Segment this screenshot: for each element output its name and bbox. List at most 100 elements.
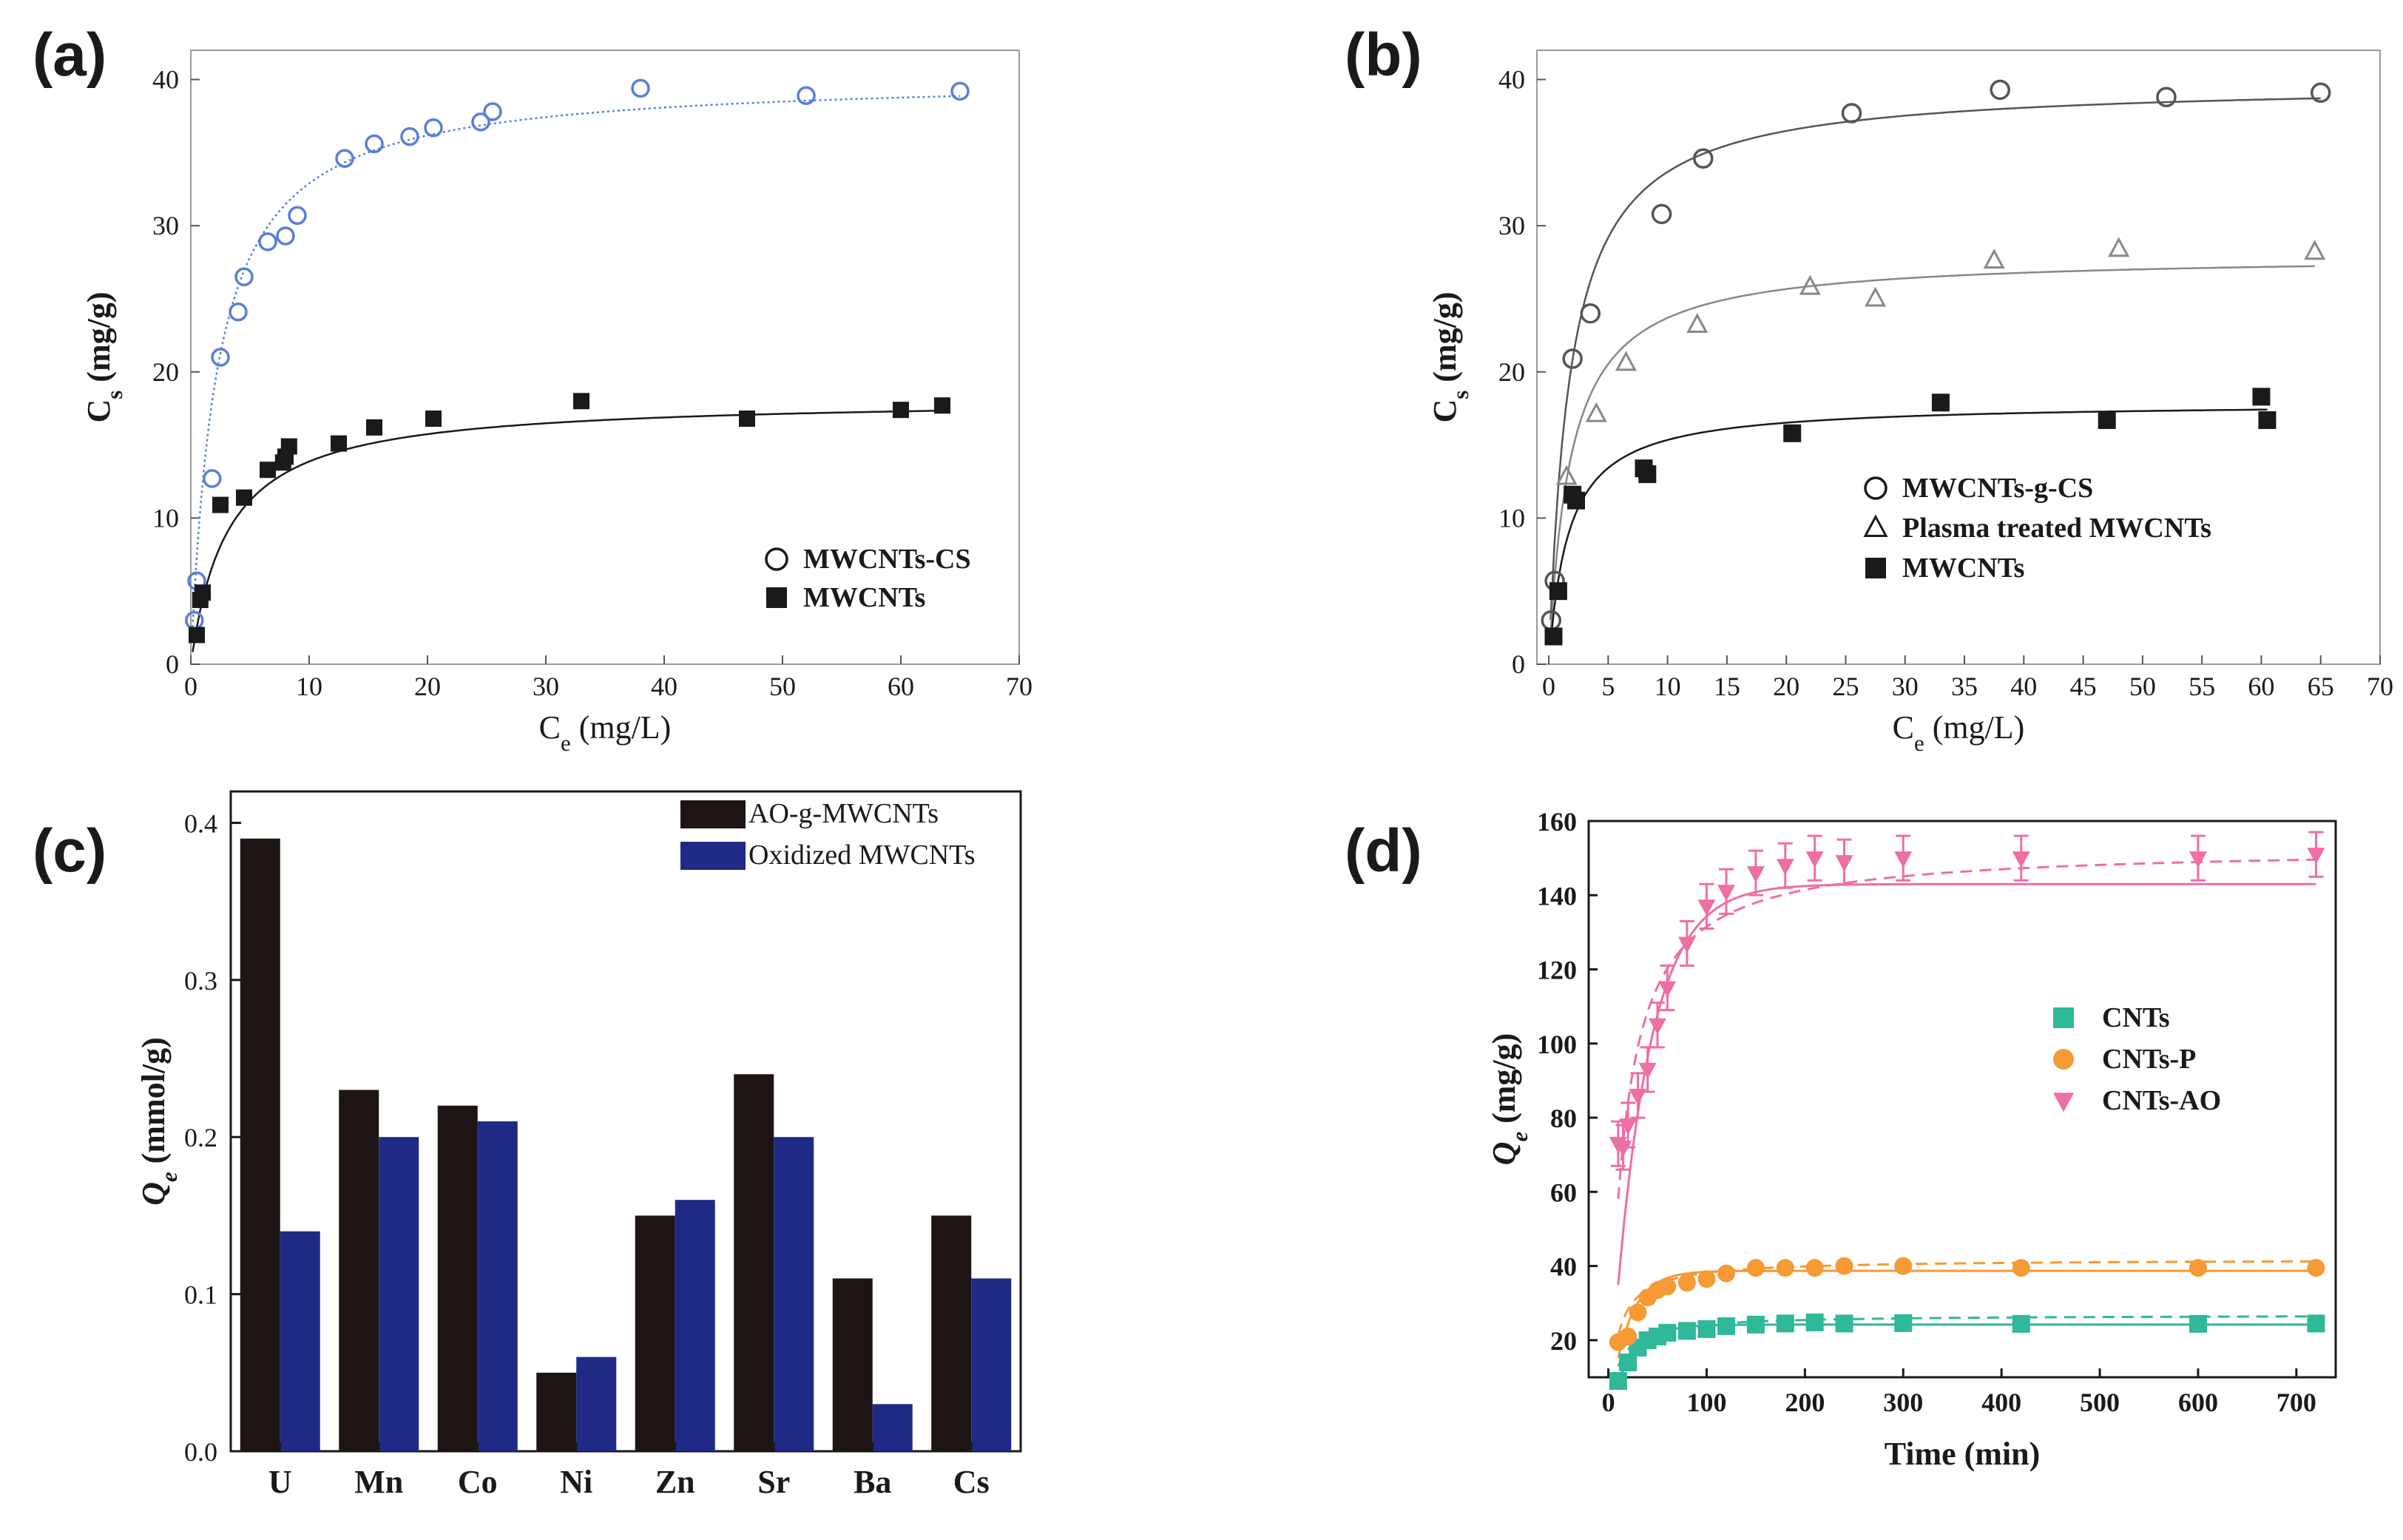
- y-tick-label: 10: [1498, 503, 1525, 533]
- y-axis-label: Qe (mg/g): [1486, 1033, 1532, 1166]
- legend-label-Oxidized MWCNTs: Oxidized MWCNTs: [748, 840, 976, 871]
- x-tick-label: 70: [2367, 672, 2393, 701]
- y-tick-label: 30: [152, 211, 179, 240]
- y-tick-label: 30: [1498, 211, 1525, 240]
- y-axis-label-unit: (mg/g): [1486, 1033, 1522, 1132]
- data-point-MWCNTs: [2258, 411, 2277, 429]
- y-tick-label: 0: [166, 649, 179, 679]
- x-tick-label: U: [268, 1464, 292, 1500]
- y-axis-label-unit: (mg/g): [81, 292, 117, 391]
- data-point-MWCNTs: [573, 393, 589, 410]
- y-axis-label-main: Q: [1486, 1142, 1522, 1166]
- x-tick-label: 55: [2189, 672, 2215, 701]
- y-tick-label: 20: [152, 357, 179, 387]
- x-tick-label: 35: [1951, 672, 1978, 701]
- data-point-MWCNTs: [280, 438, 297, 455]
- data-point-CNTs-P: [2189, 1259, 2207, 1277]
- data-point-Plasma treated MWCNTs: [1865, 286, 1887, 307]
- legend-marker-MWCNTs-CS: [765, 547, 788, 571]
- legend-marker-CNTs: [2053, 1007, 2074, 1028]
- data-point-Plasma treated MWCNTs: [2304, 240, 2326, 260]
- bar-AO-g-MWCNTs-Mn: [339, 1090, 379, 1451]
- y-axis-label-sub: e: [1507, 1132, 1532, 1142]
- legend-label-AO-g-MWCNTs: AO-g-MWCNTs: [748, 798, 939, 829]
- bar-Oxidized MWCNTs-Co: [477, 1121, 518, 1451]
- bar-Oxidized MWCNTs-Zn: [675, 1200, 715, 1451]
- data-point-CNTs-AO: [1629, 1088, 1647, 1106]
- data-point-CNTs: [1805, 1313, 1824, 1331]
- x-tick-label: 5: [1601, 672, 1615, 701]
- data-point-CNTs-AO: [1658, 981, 1677, 998]
- data-point-CNTs: [2189, 1314, 2207, 1333]
- legend-marker-Plasma treated MWCNTs: [1863, 514, 1888, 537]
- legend-swatch-Oxidized MWCNTs: [680, 842, 746, 870]
- bar-Oxidized MWCNTs-Ni: [576, 1357, 617, 1451]
- data-point-CNTs-P: [1619, 1327, 1638, 1345]
- data-point-CNTs-P: [2307, 1259, 2325, 1277]
- data-point-CNTs-P: [1658, 1277, 1677, 1296]
- x-tick-label: 400: [1981, 1388, 2021, 1417]
- legend-marker-CNTs-P: [2053, 1049, 2074, 1070]
- x-tick-label: 45: [2070, 672, 2097, 701]
- x-tick-label: Ni: [560, 1464, 592, 1500]
- y-axis-label: Cs (mg/g): [1427, 292, 1473, 423]
- data-point-CNTs: [1835, 1314, 1853, 1333]
- data-point-MWCNTs: [934, 397, 950, 414]
- fit-curve-MWCNTs: [192, 409, 943, 652]
- x-tick-label: Cs: [953, 1464, 990, 1500]
- bar-AO-g-MWCNTs-Sr: [734, 1074, 774, 1451]
- data-point-CNTs: [1677, 1322, 1696, 1340]
- data-point-CNTs-AO: [2012, 851, 2030, 868]
- y-tick-label: 0.0: [184, 1437, 217, 1467]
- x-tick-label: Co: [458, 1464, 498, 1500]
- y-axis-label-sub: s: [1448, 391, 1473, 399]
- fit-curve-MWCNTs-CS: [192, 95, 961, 627]
- bar-AO-g-MWCNTs-Zn: [635, 1215, 675, 1451]
- x-tick-label: Mn: [354, 1464, 403, 1500]
- data-point-MWCNTs: [1566, 491, 1585, 510]
- data-point-CNTs: [1776, 1314, 1794, 1333]
- x-tick-label: 30: [1892, 672, 1919, 701]
- data-point-CNTs: [1697, 1320, 1716, 1338]
- data-point-CNTs-AO: [1805, 851, 1824, 868]
- bar-AO-g-MWCNTs-Cs: [931, 1215, 972, 1451]
- y-tick-label: 20: [1498, 357, 1525, 387]
- y-axis-label: Cs (mg/g): [81, 292, 127, 423]
- data-point-CNTs-AO: [1649, 1018, 1667, 1035]
- data-point-MWCNTs: [260, 462, 276, 479]
- data-point-MWCNTs-CS: [400, 126, 419, 146]
- data-point-CNTs: [2012, 1314, 2030, 1333]
- y-tick-label: 0.3: [184, 966, 217, 996]
- data-point-CNTs-AO: [1638, 1062, 1657, 1080]
- data-point-MWCNTs: [2252, 388, 2271, 406]
- data-point-CNTs-AO: [1776, 859, 1794, 876]
- x-tick-label: 60: [2248, 672, 2274, 701]
- legend-label-MWCNTs: MWCNTs: [803, 582, 925, 613]
- data-point-CNTs-AO: [2189, 851, 2207, 868]
- y-tick-label: 140: [1537, 881, 1577, 911]
- y-tick-label: 0: [1512, 649, 1525, 679]
- legend-label-MWCNTs-g-CS: MWCNTs-g-CS: [1902, 473, 2093, 504]
- x-axis-label-sub: e: [561, 731, 571, 756]
- bar-Oxidized MWCNTs-Ba: [872, 1404, 913, 1451]
- bar-AO-g-MWCNTs-Ni: [536, 1372, 577, 1451]
- x-tick-label: 40: [651, 672, 677, 701]
- panel-label-c: (c): [33, 817, 107, 885]
- data-point-MWCNTs-CS: [211, 348, 230, 367]
- data-point-MWCNTs-CS: [483, 102, 502, 121]
- y-tick-label: 0.1: [184, 1280, 217, 1310]
- panel-label-a: (a): [33, 21, 107, 89]
- x-tick-label: 300: [1883, 1388, 1923, 1417]
- x-tick-label: 100: [1686, 1388, 1726, 1417]
- legend-label-MWCNTs: MWCNTs: [1902, 553, 2024, 584]
- bar-Oxidized MWCNTs-Cs: [971, 1278, 1012, 1451]
- bar-AO-g-MWCNTs-Co: [437, 1105, 478, 1451]
- data-point-MWCNTs-g-CS: [2156, 87, 2177, 107]
- data-point-MWCNTs-CS: [471, 112, 490, 132]
- plot-frame: [1536, 50, 2381, 665]
- x-tick-label: 0: [184, 672, 197, 701]
- data-point-MWCNTs-g-CS: [2310, 82, 2331, 104]
- data-point-Plasma treated MWCNTs: [1983, 249, 2005, 269]
- panel-d: (d) 0 100 200 300 400 500 600 700 20 40 60 80 100 120 1…: [1345, 807, 2337, 1472]
